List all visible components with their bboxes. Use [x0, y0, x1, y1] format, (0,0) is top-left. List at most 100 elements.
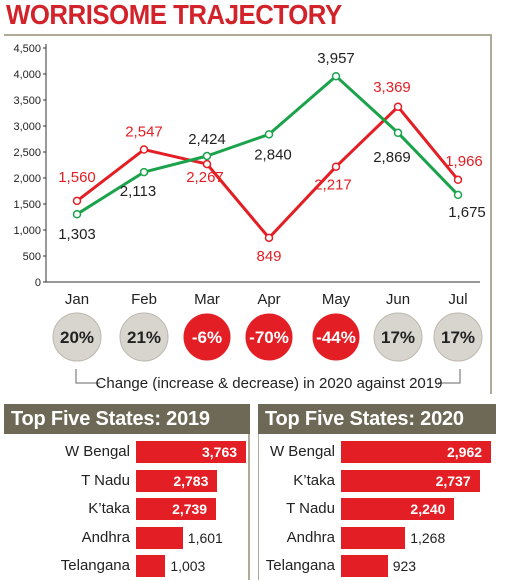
y-tick-label: 2,500 — [13, 147, 41, 159]
x-tick-label: May — [322, 291, 351, 308]
change-badge-label: 17% — [441, 328, 475, 347]
top-states-2019-title: Top Five States: 2019 — [4, 404, 250, 434]
state-bar — [341, 469, 480, 492]
y-tick-label: 500 — [23, 251, 41, 263]
series-2020-point — [202, 159, 212, 169]
y-tick-label: 4,000 — [13, 69, 41, 81]
series-2019-point — [393, 128, 403, 138]
series-2019-data-label: 2,424 — [188, 131, 226, 148]
state-2020-row: Andhra 1,268 — [259, 524, 496, 552]
series-2020-point — [393, 102, 403, 112]
series-2020-point — [139, 145, 149, 154]
series-2020-point — [264, 233, 274, 243]
change-badge-label: -6% — [192, 328, 222, 347]
state-bar — [341, 526, 406, 549]
change-badge-label: 21% — [127, 328, 161, 347]
x-tick-label: Jan — [65, 291, 89, 308]
annotation-text: Change (increase & decrease) in 2020 aga… — [96, 375, 443, 392]
y-tick-label: 0 — [35, 277, 41, 289]
state-2019-row: T Nadu 2,783 — [4, 467, 248, 495]
state-name: Telangana — [265, 557, 335, 574]
state-name: W Bengal — [269, 443, 335, 460]
state-value: 1,601 — [187, 529, 223, 546]
state-2019-row: Telangana 1,003 — [4, 552, 248, 580]
change-badge-label: -70% — [249, 328, 289, 347]
series-2019-data-label: 3,957 — [317, 50, 355, 67]
state-2019-row: W Bengal 3,763 — [4, 438, 248, 466]
x-tick-label: Mar — [194, 291, 220, 308]
y-tick-label: 3,500 — [13, 95, 41, 107]
x-tick-label: Jul — [448, 291, 467, 308]
state-value: 2,783 — [173, 472, 209, 489]
state-2020-row: T Nadu 2,240 — [259, 495, 496, 523]
series-2020-data-label: 2,217 — [314, 177, 352, 194]
series-2020-data-label: 3,369 — [373, 79, 411, 96]
change-badge-circle — [433, 312, 483, 362]
series-2019-data-label: 2,869 — [373, 149, 411, 166]
state-name: Andhra — [286, 528, 335, 546]
chart-title: WORRISOME TRAJECTORY — [6, 0, 342, 30]
change-badge-circle — [373, 312, 423, 362]
series-2019-point — [331, 71, 341, 81]
line-chart: 0 500 1,000 1,500 2,000 2,500 3,000 3,500 4,000 4… — [13, 43, 486, 392]
x-tick-label: Jun — [386, 291, 410, 308]
series-2020-point — [72, 196, 82, 206]
series-2019-data-label: 2,113 — [120, 183, 156, 200]
state-name: T Nadu — [286, 500, 335, 517]
state-name: K’taka — [88, 500, 130, 517]
state-value: 923 — [392, 558, 417, 574]
series-2019-point — [139, 167, 149, 177]
change-badge-label: -44% — [316, 328, 356, 347]
state-bar — [136, 498, 217, 520]
series-2020-data-label: 2,267 — [186, 169, 224, 186]
state-bar — [136, 555, 166, 577]
state-name: K’taka — [293, 471, 335, 489]
series-2019-data-label: 2,840 — [254, 146, 292, 163]
state-value: 3,763 — [202, 444, 238, 460]
top-states-2019-panel: Top Five States: 2019 W Bengal 3,763 T Nad… — [4, 404, 250, 580]
change-badge-circle — [244, 312, 294, 362]
series-2020-data-label: 2,547 — [125, 124, 163, 141]
state-name: T Nadu — [81, 471, 130, 489]
series-2019-data-label: 1,675 — [448, 204, 486, 221]
state-value: 2,962 — [447, 444, 483, 460]
y-tick-label: 2,000 — [13, 173, 41, 185]
state-value: 2,739 — [172, 501, 208, 517]
x-tick-label: Feb — [131, 291, 157, 308]
y-tick-label: 3,000 — [13, 121, 41, 133]
series-2019-point — [72, 209, 82, 219]
change-badge-circle — [311, 312, 361, 362]
line-chart-frame: 0 500 1,000 1,500 2,000 2,500 3,000 3,500 4,000 4… — [4, 34, 492, 394]
state-2020-row: W Bengal 2,962 — [259, 438, 496, 466]
state-bar — [341, 555, 388, 577]
series-2019-point — [453, 190, 463, 200]
top-states-2020-panel: Top Five States: 2020 W Bengal 2,962 K’tak… — [258, 404, 496, 580]
y-tick-label: 1,000 — [13, 225, 41, 237]
change-badge-circle — [182, 312, 232, 362]
top-states-2020-title: Top Five States: 2020 — [258, 404, 496, 434]
state-bar — [136, 469, 218, 492]
state-bar — [341, 498, 455, 520]
top-states-2020-bars: W Bengal 2,962 K’taka 2,737 T Nadu 2,240 Andhr… — [258, 434, 496, 580]
state-value: 1,003 — [170, 558, 206, 574]
change-badge-label: 20% — [60, 328, 94, 347]
state-name: Andhra — [81, 528, 130, 546]
state-value: 2,240 — [410, 501, 446, 517]
series-2019-point — [202, 151, 212, 161]
state-bar — [341, 441, 491, 463]
state-bar — [136, 526, 183, 549]
state-2019-row: K’taka 2,739 — [4, 495, 248, 523]
y-tick-label: 4,500 — [13, 43, 41, 55]
series-2020-point — [331, 162, 341, 171]
state-2020-row: K’taka 2,737 — [259, 467, 496, 495]
series-2019-data-label: 1,303 — [58, 226, 96, 243]
state-name: Telangana — [60, 557, 130, 574]
state-2020-row: Telangana 923 — [259, 552, 496, 580]
state-value: 1,268 — [410, 529, 446, 546]
series-2020-data-label: 849 — [256, 248, 281, 265]
series-2020-point — [453, 175, 463, 185]
state-bar — [136, 441, 246, 463]
state-2019-row: Andhra 1,601 — [4, 524, 248, 552]
change-badge-label: 17% — [381, 328, 415, 347]
state-name: W Bengal — [64, 443, 130, 460]
